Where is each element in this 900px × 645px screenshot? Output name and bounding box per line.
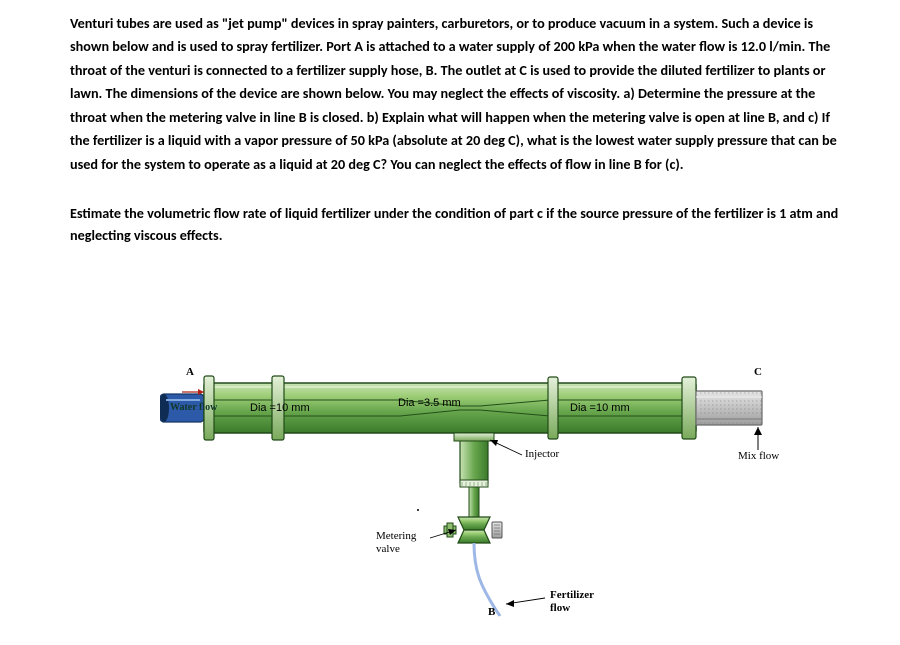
dia-10-right: Dia =10 mm <box>570 402 630 414</box>
fertilizer-label-2: flow <box>550 602 570 614</box>
fertilizer-label-1: Fertilizer <box>550 589 594 601</box>
venturi-diagram: A C B Water flow Dia =10 mm Dia =3.5 mm … <box>160 360 800 630</box>
mix-flow-label: Mix flow <box>738 450 779 462</box>
injector-label: Injector <box>525 448 559 460</box>
water-flow-label: Water flow <box>170 402 217 413</box>
metering-label-1: Metering <box>376 530 416 542</box>
problem-paragraph-1: Venturi tubes are used as "jet pump" dev… <box>70 12 840 176</box>
dia-10-left: Dia =10 mm <box>250 402 310 414</box>
dia-3-5: Dia =3.5 mm <box>398 397 461 409</box>
port-c-label: C <box>754 366 762 378</box>
port-b-label: B <box>488 606 495 618</box>
metering-label-2: valve <box>376 543 400 555</box>
port-a-label: A <box>186 366 194 378</box>
problem-paragraph-2: Estimate the volumetric flow rate of liq… <box>70 202 840 246</box>
